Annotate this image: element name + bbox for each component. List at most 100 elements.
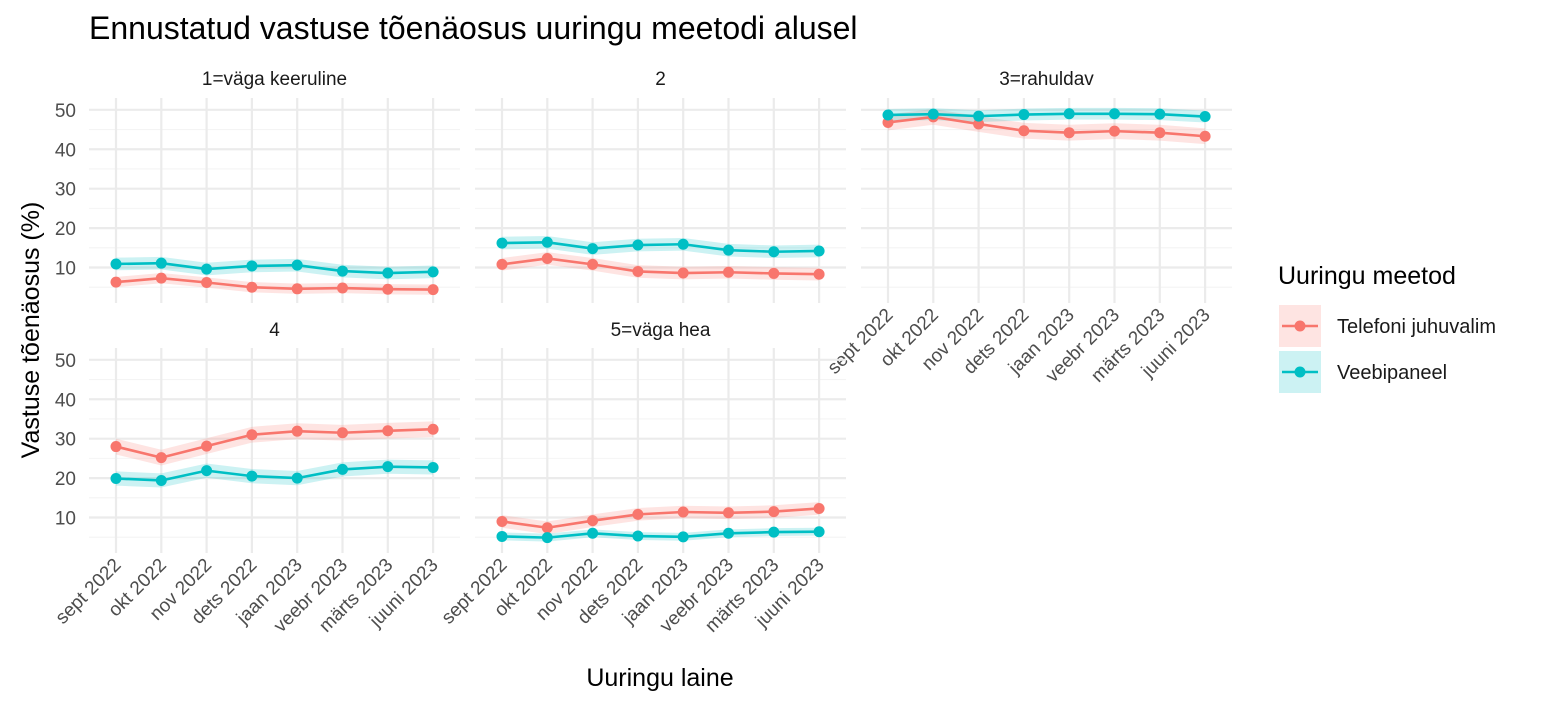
data-point: [723, 507, 734, 519]
data-point: [541, 252, 553, 264]
confidence-band: [116, 459, 434, 488]
y-axis-title: Vastuse tõenäosus (%): [17, 202, 45, 459]
data-point: [246, 470, 258, 482]
confidence-band: [502, 527, 820, 542]
data-point: [382, 267, 394, 279]
data-point: [723, 266, 734, 278]
data-point: [246, 281, 258, 293]
data-point: [677, 506, 689, 518]
y-tick-label: 30: [55, 430, 76, 451]
data-point: [155, 452, 167, 464]
data-point: [337, 427, 348, 439]
data-point: [1154, 108, 1166, 120]
legend-title: Uuringu meetod: [1278, 262, 1456, 290]
y-tick-label: 20: [55, 219, 76, 240]
data-point: [291, 425, 303, 437]
legend: Uuringu meetod Telefoni juhuvalim Veebipa…: [1278, 262, 1496, 393]
data-point: [110, 472, 122, 484]
data-point: [768, 506, 780, 518]
data-point: [587, 515, 599, 527]
y-tick-label: 50: [55, 101, 76, 122]
data-point: [632, 530, 644, 542]
data-point: [927, 108, 939, 120]
data-point: [155, 474, 167, 486]
data-point: [246, 429, 258, 441]
data-point: [427, 423, 439, 435]
data-point: [427, 284, 439, 296]
data-point: [337, 265, 348, 277]
data-point: [496, 530, 508, 542]
series-line: [115, 261, 434, 275]
data-point: [973, 118, 985, 130]
facet-strip-label: 3=rahuldav: [999, 69, 1094, 90]
data-point: [382, 425, 394, 437]
data-point: [677, 238, 689, 250]
facet-strip-label: 5=väga hea: [611, 320, 711, 341]
facet-strip-label: 2: [655, 69, 666, 90]
legend-key-point: [1294, 320, 1306, 332]
data-point: [1109, 108, 1120, 120]
data-point: [632, 508, 644, 520]
series-line: [115, 427, 434, 459]
series-line: [501, 507, 820, 530]
data-point: [541, 522, 553, 534]
series-line: [501, 530, 820, 539]
facet-strip-label: 4: [269, 320, 280, 341]
data-point: [768, 526, 780, 538]
data-point: [110, 441, 122, 453]
data-point: [1063, 108, 1075, 120]
y-tick-label: 30: [55, 180, 76, 201]
data-point: [201, 263, 213, 275]
y-tick-label: 40: [55, 140, 76, 161]
legend-entry: Telefoni juhuvalim: [1279, 305, 1496, 347]
data-point: [1018, 125, 1030, 137]
data-point: [496, 237, 508, 249]
data-point: [973, 110, 985, 122]
y-tick-label: 20: [55, 469, 76, 490]
legend-label: Telefoni juhuvalim: [1337, 316, 1496, 338]
series-line: [115, 276, 434, 291]
data-point: [813, 268, 825, 280]
data-point: [632, 239, 644, 251]
series-line: [115, 465, 434, 482]
data-point: [1199, 111, 1211, 123]
facet-strip-label: 1=väga keeruline: [202, 69, 347, 90]
legend-label: Veebipaneel: [1337, 362, 1447, 384]
data-point: [201, 277, 213, 288]
confidence-band: [888, 109, 1206, 145]
data-point: [291, 472, 303, 484]
data-point: [587, 527, 599, 539]
data-point: [541, 236, 553, 248]
facet-panels: 1=väga keeruline 10 20 30 40 50 2 3=rahuldavsep…: [52, 69, 1232, 637]
data-point: [337, 282, 348, 294]
data-point: [677, 531, 689, 543]
legend-entry: Veebipaneel: [1279, 351, 1447, 393]
data-point: [813, 245, 825, 257]
chart-title: Ennustatud vastuse tõenäosus uuringu mee…: [89, 10, 858, 46]
data-point: [677, 267, 689, 279]
y-tick-label: 50: [55, 351, 76, 372]
data-point: [246, 260, 258, 272]
facet-panel: 2: [475, 69, 846, 303]
data-point: [427, 461, 439, 473]
series-line: [887, 115, 1206, 138]
data-point: [496, 258, 508, 270]
data-point: [201, 440, 213, 452]
data-point: [1199, 130, 1211, 142]
series-line: [501, 240, 820, 254]
data-point: [110, 258, 122, 270]
data-point: [768, 267, 780, 279]
confidence-band: [502, 235, 820, 259]
data-point: [155, 272, 167, 284]
data-point: [110, 276, 122, 288]
data-point: [882, 109, 894, 121]
data-point: [291, 259, 303, 271]
data-point: [337, 463, 348, 475]
y-tick-label: 40: [55, 390, 76, 411]
x-axis-title: Uuringu laine: [586, 664, 733, 692]
data-point: [201, 465, 213, 477]
data-point: [723, 527, 734, 539]
data-point: [813, 502, 825, 514]
